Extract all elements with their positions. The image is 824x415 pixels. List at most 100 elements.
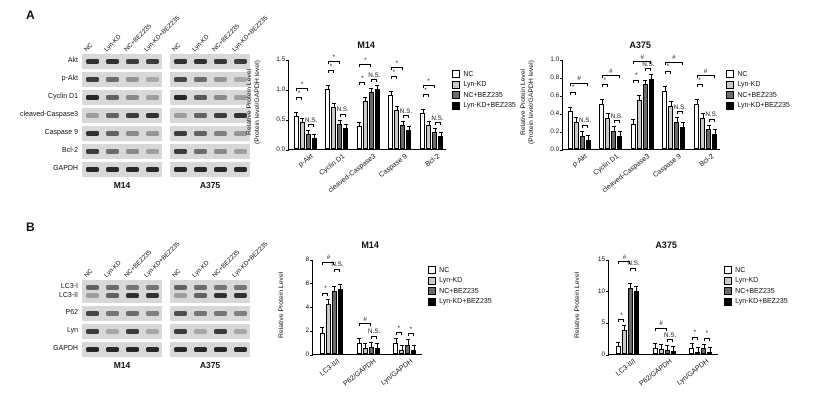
error-bar [371, 342, 373, 347]
bar-Lyn-KD+BEZ235 [680, 126, 686, 149]
protein-band [85, 347, 99, 352]
y-tick [310, 283, 314, 285]
sig-bracket [395, 332, 402, 336]
x-category-label: LC3-II/I [318, 358, 341, 378]
error-bar [661, 345, 663, 349]
bar-NC+BEZ235 [331, 291, 337, 354]
error-bar [601, 100, 603, 104]
chart-B-M14: M14 Relative Protein Level 0 2 4 6 8 LC3-II/I P6… [278, 240, 492, 388]
bar-Lyn-KD+BEZ235 [633, 290, 639, 354]
blot-row: Cyclin D1 [10, 90, 258, 105]
protein-band [125, 167, 139, 172]
sig-label: N.S. [431, 114, 444, 122]
error-bar [365, 343, 367, 349]
blot-strip [82, 324, 162, 339]
legend-item: NC [726, 70, 789, 78]
sig-bracket [582, 124, 589, 128]
sig-label: * [361, 74, 364, 82]
error-bar [401, 346, 403, 351]
sig-bracket [390, 76, 397, 79]
error-bar-cap [357, 338, 362, 340]
blot-strip [82, 306, 162, 321]
y-axis-label-line1: Relative Protein Level [574, 271, 581, 338]
bar-Lyn-KD [331, 107, 337, 149]
error-bar-cap [343, 124, 348, 125]
bar-NC+BEZ235 [337, 123, 343, 149]
protein-band [233, 77, 247, 82]
error-bar [613, 127, 615, 131]
sig-label: N.S. [610, 112, 623, 120]
error-bar-cap [712, 129, 717, 131]
legend-swatch [428, 276, 437, 285]
blot-strip [82, 342, 162, 357]
protein-band [213, 293, 227, 298]
error-bar [697, 348, 699, 353]
protein-band [173, 329, 187, 334]
sig-bracket [633, 61, 652, 64]
error-bar-cap [637, 94, 642, 96]
sig-bracket [703, 337, 710, 341]
bar-NC+BEZ235 [305, 134, 311, 149]
legend-item: Lyn-KD [726, 80, 789, 89]
bar-Lyn-KD+BEZ235 [648, 78, 654, 149]
y-tick-label: 1.0 [276, 86, 286, 93]
sig-label: * [603, 76, 606, 84]
bar-Lyn-KD+BEZ235 [374, 89, 380, 149]
y-tick-label: 4 [305, 303, 310, 311]
bar-NC [356, 126, 362, 149]
blot-strip [170, 72, 250, 87]
protein-band [125, 149, 139, 154]
legend-swatch [428, 287, 437, 295]
protein-band [125, 59, 139, 64]
error-bar [636, 286, 638, 291]
error-bar-cap [438, 131, 443, 133]
blot-strip [82, 162, 162, 177]
y-tick [286, 149, 290, 151]
y-tick-label: 0 [601, 351, 606, 358]
chart-title: A375 [655, 240, 677, 250]
protein-band [145, 347, 159, 352]
protein-band [105, 347, 119, 352]
legend-label: NC [737, 70, 748, 78]
lane-label: Lyn-KD [103, 33, 123, 53]
x-category-label: Lyn/GAPDH [675, 358, 711, 387]
y-tick-label: 10 [597, 287, 606, 295]
protein-band [125, 347, 139, 352]
error-bar [334, 286, 336, 292]
protein-band [213, 95, 227, 100]
legend-label: Lyn-KD [439, 277, 463, 284]
lane-label: Lyn-KD [191, 259, 211, 279]
protein-band [125, 329, 139, 334]
error-bar-cap [695, 347, 700, 349]
protein-band [145, 59, 159, 64]
y-tick-label: 5 [601, 319, 606, 327]
error-bar-cap [568, 106, 573, 108]
error-bar-cap [628, 282, 633, 284]
error-bar [714, 130, 716, 134]
y-tick-label: 6 [305, 279, 310, 287]
legend-swatch [726, 70, 735, 78]
protein-band [213, 285, 227, 290]
error-bar-cap [617, 130, 622, 132]
protein-band [105, 167, 119, 172]
error-bar-cap [689, 342, 694, 344]
sig-label: N.S. [705, 111, 718, 119]
error-bar [696, 100, 698, 104]
blot-strip [170, 342, 250, 357]
sig-bracket [371, 335, 378, 339]
protein-band [173, 113, 187, 118]
error-bar [296, 113, 298, 116]
sig-label: N.S. [642, 60, 655, 68]
error-bar [588, 136, 590, 140]
protein-band [145, 113, 159, 118]
protein-band [145, 149, 159, 154]
legend-label: NC+BEZ235 [439, 287, 479, 295]
protein-band [145, 293, 159, 298]
sig-bracket [618, 319, 625, 323]
blot-row-labels: Cyclin D1 [10, 93, 82, 101]
error-bar [333, 104, 335, 107]
error-bar [440, 132, 442, 136]
chart-body: Relative Protein Level 0 2 4 6 8 LC3-II/I P62/G… [278, 254, 423, 388]
error-bar-cap [326, 298, 331, 300]
sig-label: * [364, 56, 367, 64]
